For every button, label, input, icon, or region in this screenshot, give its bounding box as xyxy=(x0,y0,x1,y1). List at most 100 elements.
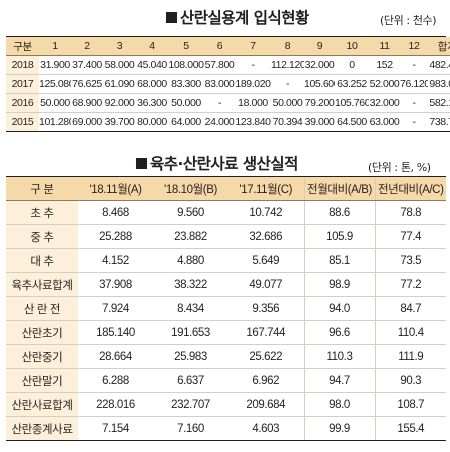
table2-value-cell: 10.742 xyxy=(228,200,304,225)
table1-header-cell: 8 xyxy=(271,37,304,56)
table2-value-cell: 110.4 xyxy=(374,320,446,345)
section1-title: 산란실용계 입식현황 xyxy=(166,6,309,28)
section2-title: 육추·산란사료 생산실적 xyxy=(136,152,298,174)
table2-value-cell: 98.0 xyxy=(303,392,375,417)
table2-value-cell: 88.6 xyxy=(303,200,375,225)
table2-value-cell: 7.154 xyxy=(78,416,153,441)
table1-top-rule xyxy=(6,36,446,37)
table2-category-cell: 대 추 xyxy=(6,248,78,273)
table2-top-rule xyxy=(6,176,446,177)
table1-value-cell: 80.000 xyxy=(136,112,168,132)
table2-header-cell: 전년대비(A/C) xyxy=(374,177,446,201)
table2-value-cell: 8.468 xyxy=(78,200,153,225)
table2-category-cell: 중 추 xyxy=(6,224,78,249)
table1-value-cell: 57.800 xyxy=(204,55,235,75)
table1-header-cell: 9 xyxy=(304,37,335,56)
table2-category-cell: 산란종계사료 xyxy=(6,416,78,441)
table2-header-cell: '18.10월(B) xyxy=(153,177,228,201)
table1-row: 2016 50.000 68.900 92.000 36.300 50.000-18.00… xyxy=(6,93,450,113)
table1-header-cell: 구분 xyxy=(6,37,39,56)
table1-value-cell: 52.000 xyxy=(369,74,400,94)
table1-header-cell: 11 xyxy=(369,37,400,56)
table2-value-cell: 78.8 xyxy=(374,200,446,225)
table1-row: 2015 101.280 69.000 39.700 80.000 64.000 24.00… xyxy=(6,112,450,132)
table2-value-cell: 108.7 xyxy=(374,392,446,417)
table2-value-cell: 25.288 xyxy=(78,224,153,249)
table1-value-cell: 68.000 xyxy=(136,74,168,94)
table1-header-cell: 6 xyxy=(204,37,235,56)
table2-value-cell: 49.077 xyxy=(228,272,304,297)
table2-value-cell: 32.686 xyxy=(228,224,304,249)
table1-value-cell: 39.700 xyxy=(103,112,136,132)
table1-value-cell: 83.300 xyxy=(168,74,204,94)
table2-category-cell: 산란말기 xyxy=(6,368,78,393)
table1-header-cell: 3 xyxy=(103,37,136,56)
table2-value-cell: 25.622 xyxy=(228,344,304,369)
table2-header-row: 구 분 '18.11월(A) '18.10월(B) '17.11월(C) 전월대비(A/… xyxy=(6,177,446,201)
table2-value-cell: 155.4 xyxy=(374,416,446,441)
table1-row: 2018 31.900 37.400 58.000 45.040 108.000 57.80… xyxy=(6,55,450,75)
table1-year-cell: 2015 xyxy=(6,112,39,132)
table2-value-cell: 77.2 xyxy=(374,272,446,297)
table1-row: 2017 125.080 76.625 61.090 68.000 83.300 83.00… xyxy=(6,74,450,94)
table2-value-cell: 4.880 xyxy=(153,248,228,273)
table2-value-cell: 167.744 xyxy=(228,320,304,345)
section1-title-text: 산란실용계 입식현황 xyxy=(180,9,309,27)
table1-value-cell: 63.252 xyxy=(335,74,369,94)
table1-value-cell: 24.000 xyxy=(204,112,235,132)
table2-category-cell: 산란중기 xyxy=(6,344,78,369)
table2-value-cell: 7.924 xyxy=(78,296,153,321)
table1-header-cell: 합계 xyxy=(428,37,450,56)
table1-value-cell: 0 xyxy=(335,55,369,75)
table1-value-cell: 83.000 xyxy=(204,74,235,94)
table2-value-cell: 98.9 xyxy=(303,272,375,297)
table1-value-cell: 112.120 xyxy=(271,55,304,75)
table1-header-cell: 7 xyxy=(235,37,271,56)
table2-value-cell: 191.653 xyxy=(153,320,228,345)
table1-value-cell: 105.760 xyxy=(335,93,369,113)
table2-value-cell: 6.637 xyxy=(153,368,228,393)
table2-value-cell: 4.603 xyxy=(228,416,304,441)
table2-value-cell: 73.5 xyxy=(374,248,446,273)
table1-header-row: 구분123456789101112합계 xyxy=(6,37,450,56)
table2-value-cell: 111.9 xyxy=(374,344,446,369)
table1-value-cell: 482.412 xyxy=(428,55,450,75)
table1-value-cell: 125.080 xyxy=(39,74,71,94)
table1-value-cell: 92.000 xyxy=(103,93,136,113)
table1-value-cell: 50.000 xyxy=(39,93,71,113)
table1-header-cell: 12 xyxy=(400,37,428,56)
table2-row: 산란중기 28.664 25.983 25.622 110.3 111.9 xyxy=(6,344,446,369)
table2-value-cell: 232.707 xyxy=(153,392,228,417)
table2-header-cell: '18.11월(A) xyxy=(78,177,153,201)
table2-value-cell: 9.560 xyxy=(153,200,228,225)
table2-category-cell: 초 추 xyxy=(6,200,78,225)
table1-value-cell: 58.000 xyxy=(103,55,136,75)
table1-value-cell: 76.120 xyxy=(400,74,428,94)
table2-value-cell: 84.7 xyxy=(374,296,446,321)
table1-value-cell: - xyxy=(271,74,304,94)
section2-title-text: 육추·산란사료 생산실적 xyxy=(150,155,298,173)
table1-value-cell: 189.020 xyxy=(235,74,271,94)
table1-value-cell: 64.500 xyxy=(335,112,369,132)
table1-value-cell: - xyxy=(400,55,428,75)
table1-year-cell: 2017 xyxy=(6,74,39,94)
table1-value-cell: 582.160 xyxy=(428,93,450,113)
table2-value-cell: 94.7 xyxy=(303,368,375,393)
table2-row: 산란종계사료 7.154 7.160 4.603 99.9 155.4 xyxy=(6,416,446,441)
table2-row: 산 란 전 7.924 8.434 9.356 94.0 84.7 xyxy=(6,296,446,321)
table2-category-cell: 산 란 전 xyxy=(6,296,78,321)
table2-header-cell: 전월대비(A/B) xyxy=(303,177,375,201)
square-bullet-icon xyxy=(166,12,177,23)
table2-category-cell: 산란초기 xyxy=(6,320,78,345)
table2-value-cell: 4.152 xyxy=(78,248,153,273)
table2-row: 초 추 8.468 9.560 10.742 88.6 78.8 xyxy=(6,200,446,225)
table1-header-cell: 5 xyxy=(168,37,204,56)
table1-value-cell: 50.000 xyxy=(271,93,304,113)
chick-stocking-table: 구분123456789101112합계 201831.90037.40058.0… xyxy=(6,37,450,132)
table2-value-cell: 38.322 xyxy=(153,272,228,297)
table2-value-cell: 7.160 xyxy=(153,416,228,441)
table2-value-cell: 6.962 xyxy=(228,368,304,393)
table2-row: 산란말기 6.288 6.637 6.962 94.7 90.3 xyxy=(6,368,446,393)
table2-value-cell: 96.6 xyxy=(303,320,375,345)
table2-value-cell: 23.882 xyxy=(153,224,228,249)
